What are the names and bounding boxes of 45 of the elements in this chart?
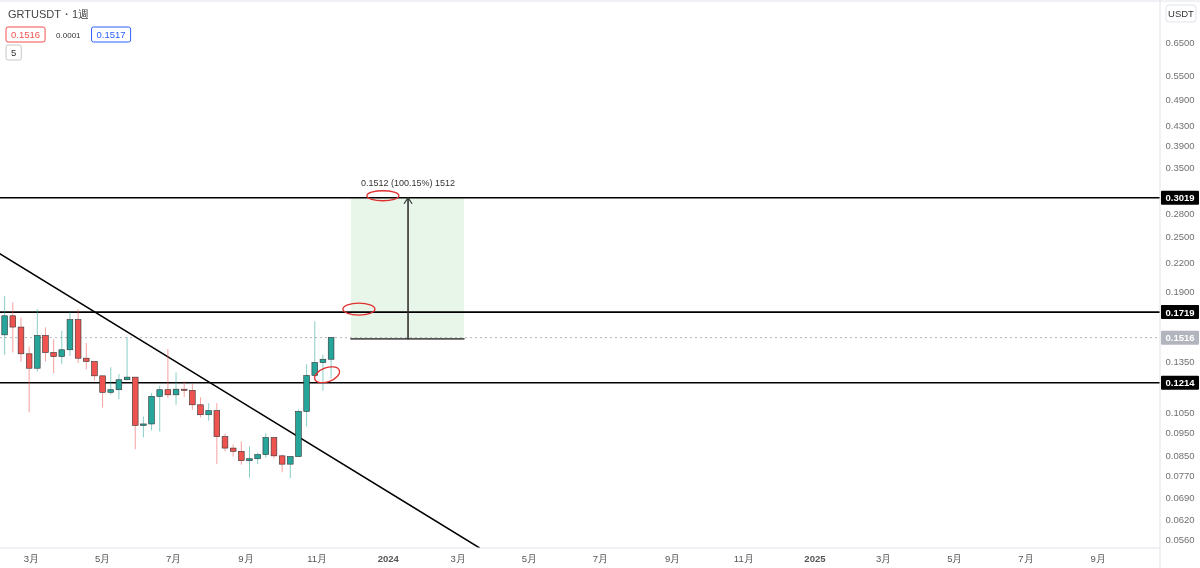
- y-tick-label: 0.0950: [1165, 427, 1195, 439]
- ref-line-label: 0.1719: [1165, 306, 1195, 318]
- ref-line-label: 0.3019: [1165, 192, 1195, 204]
- y-tick-label: 0.2200: [1165, 256, 1195, 268]
- x-tick-label: 3月: [876, 553, 892, 564]
- y-tick-label: 0.3500: [1165, 162, 1195, 174]
- annotation: 0.1512 (100.15%) 1512: [361, 177, 456, 188]
- y-tick-label: 0.4300: [1165, 120, 1195, 132]
- y-tick-label: 0.0560: [1165, 534, 1195, 546]
- x-tick-label: 2024: [377, 553, 400, 564]
- x-tick-label: 9月: [665, 553, 681, 564]
- y-tick-label: 0.1900: [1165, 286, 1195, 298]
- ref-line-label: 0.1516: [1165, 332, 1195, 344]
- y-axis-title: USDT: [1168, 8, 1195, 19]
- x-tick-label: 9月: [1090, 553, 1106, 564]
- x-tick-label: 11月: [307, 553, 328, 564]
- y-tick-label: 0.4900: [1165, 93, 1195, 105]
- x-tick-label: 7月: [166, 553, 182, 564]
- annotation: 0.1517: [96, 29, 126, 40]
- x-tick-label: 5月: [947, 553, 963, 564]
- y-tick-label: 0.0620: [1165, 513, 1195, 525]
- x-tick-label: 3月: [23, 553, 40, 564]
- y-tick-label: 0.5500: [1165, 70, 1195, 82]
- annotation: 0.1516: [11, 29, 41, 40]
- chart-title: GRTUSDT・1週: [8, 8, 90, 20]
- y-tick-label: 0.2500: [1165, 230, 1195, 242]
- x-tick-label: 9月: [238, 553, 254, 564]
- y-tick-label: 0.2800: [1165, 207, 1195, 219]
- y-tick-label: 0.0850: [1165, 449, 1195, 461]
- x-tick-label: 5月: [521, 553, 537, 564]
- ref-line-label: 0.1214: [1165, 377, 1196, 389]
- y-tick-label: 0.0770: [1165, 469, 1195, 481]
- x-tick-label: 2025: [804, 553, 827, 564]
- y-tick-label: 0.6500: [1165, 36, 1195, 48]
- x-tick-label: 11月: [733, 553, 754, 564]
- annotation: 0.0001: [56, 31, 82, 40]
- x-tick-label: 7月: [592, 553, 609, 564]
- x-tick-label: 3月: [450, 553, 466, 564]
- y-tick-label: 0.1050: [1165, 406, 1195, 418]
- annotation: 5: [11, 47, 17, 58]
- x-tick-label: 7月: [1018, 553, 1034, 564]
- x-tick-label: 5月: [94, 553, 111, 564]
- y-tick-label: 0.1350: [1165, 355, 1195, 367]
- y-tick-label: 0.3900: [1165, 140, 1195, 152]
- y-tick-label: 0.0690: [1165, 491, 1195, 503]
